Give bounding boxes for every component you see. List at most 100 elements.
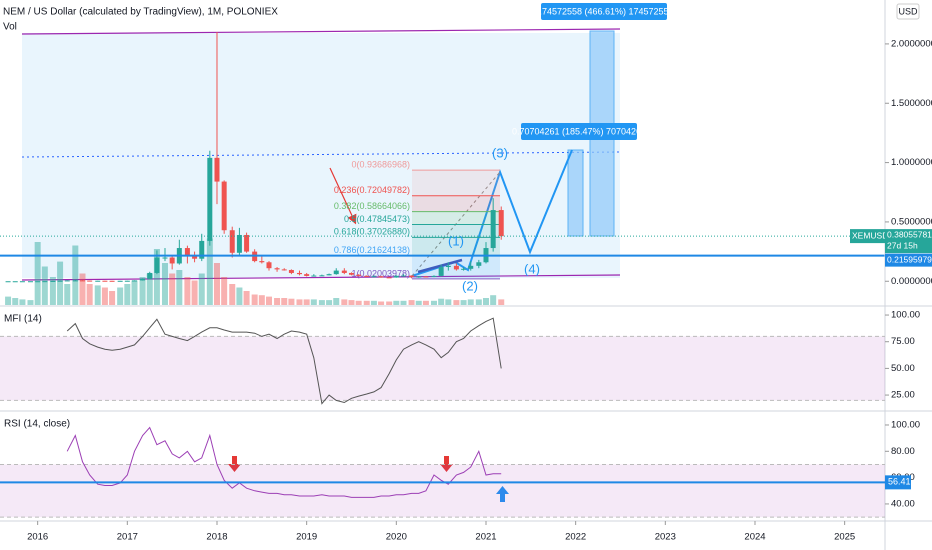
volume-bar xyxy=(206,238,213,305)
y-tick-label: 50.00 xyxy=(891,363,915,374)
currency-button[interactable] xyxy=(896,3,920,20)
fib-label: 0.786(0.21624138) xyxy=(334,245,410,255)
x-tick-label: 2023 xyxy=(655,532,676,543)
candle-body xyxy=(72,280,78,282)
candle-body xyxy=(207,157,213,241)
volume-bar xyxy=(139,277,146,305)
candle-body xyxy=(64,280,70,282)
candle-body xyxy=(423,276,429,278)
wave-label: (3) xyxy=(492,145,508,160)
volume-bar xyxy=(64,284,71,305)
volume-bar xyxy=(258,295,265,305)
volume-bar xyxy=(124,284,131,305)
candle-body xyxy=(236,234,242,253)
volume-bar xyxy=(408,300,415,305)
volume-bar xyxy=(303,299,310,305)
volume-bar xyxy=(34,242,41,305)
candle-body xyxy=(431,275,437,277)
wave-label: (4) xyxy=(524,261,540,276)
y-tick-label: 80.00 xyxy=(891,446,915,457)
volume-bar xyxy=(176,270,183,305)
candle-body xyxy=(476,262,482,266)
volume-bar xyxy=(27,300,34,305)
volume-bar xyxy=(265,296,272,305)
volume-bar xyxy=(498,299,505,305)
band xyxy=(0,336,885,401)
symbol-tag xyxy=(850,229,885,244)
volume-bar xyxy=(415,300,422,305)
wave-label: (1) xyxy=(448,233,464,248)
candle-body xyxy=(259,261,265,263)
candle-body xyxy=(79,280,85,282)
volume-bar xyxy=(341,299,348,305)
y-tick-label: 75.00 xyxy=(891,336,915,347)
candle-body xyxy=(386,277,392,279)
volume-bar xyxy=(288,298,295,305)
volume-bar xyxy=(5,296,12,305)
candle-body xyxy=(288,269,294,273)
candle-body xyxy=(214,157,220,182)
last-tag xyxy=(885,229,932,254)
x-tick-label: 2025 xyxy=(834,532,855,543)
volume-bar xyxy=(94,285,101,305)
candle-body xyxy=(438,267,444,276)
currency: USD xyxy=(898,6,918,16)
y-tick-label: 100.00 xyxy=(891,310,920,321)
volume-bar xyxy=(296,299,303,305)
candle-body xyxy=(266,262,272,269)
volume-bar xyxy=(72,245,79,305)
level-price: 0.21595979 xyxy=(887,254,932,264)
volume-bar xyxy=(460,300,467,305)
y-tick-label: 2.00000000 xyxy=(891,38,932,49)
fib-zone xyxy=(412,170,500,196)
wave-line xyxy=(417,258,463,274)
candle-body xyxy=(27,281,33,283)
candle-body xyxy=(341,270,347,273)
indicator-line xyxy=(66,426,502,498)
rsi-level-label: 56.41 xyxy=(888,477,911,487)
measure-box xyxy=(567,149,584,237)
measure-label-box xyxy=(521,123,637,140)
volume-bar xyxy=(109,291,116,305)
range-box xyxy=(22,33,620,278)
volume-bar xyxy=(146,273,153,305)
volume-bar xyxy=(57,261,64,305)
candle-body xyxy=(50,280,56,282)
volume-bar xyxy=(378,301,385,305)
volume-bar xyxy=(236,287,243,305)
x-tick-label: 2018 xyxy=(206,532,227,543)
arrow-line xyxy=(329,167,357,225)
candle-body xyxy=(461,268,467,270)
title: NEM / US Dollar (calculated by TradingVi… xyxy=(3,7,278,18)
candle-body xyxy=(131,280,137,282)
volume-bar xyxy=(422,300,429,305)
y-tick-label: 40.00 xyxy=(891,498,915,509)
candle-body xyxy=(244,234,250,252)
candle-body xyxy=(192,255,198,259)
candle-body xyxy=(221,181,227,231)
last-price: 0.38055781 xyxy=(887,229,932,239)
candle-body xyxy=(35,281,41,283)
candle-body xyxy=(184,248,190,256)
y-tick-label: 1.50000000 xyxy=(891,98,932,109)
volume-bar xyxy=(49,277,56,305)
candle-body xyxy=(333,270,339,275)
volume-bar xyxy=(363,300,370,305)
candle-body xyxy=(498,210,504,237)
candle-body xyxy=(311,275,317,277)
volume-bar xyxy=(79,273,86,305)
candle-body xyxy=(445,265,451,268)
volume-bar xyxy=(41,266,48,305)
volume-bar xyxy=(169,273,176,305)
y-tick-label: 25.00 xyxy=(891,390,915,401)
volume-bar xyxy=(467,299,474,305)
candle-body xyxy=(400,275,406,277)
candle-body xyxy=(453,265,459,270)
volume-bar xyxy=(400,300,407,305)
x-tick-label: 2019 xyxy=(296,532,317,543)
volume-bar xyxy=(393,300,400,305)
volume-bar xyxy=(348,300,355,305)
volume-bar xyxy=(251,294,258,305)
volume-bar xyxy=(281,298,288,305)
